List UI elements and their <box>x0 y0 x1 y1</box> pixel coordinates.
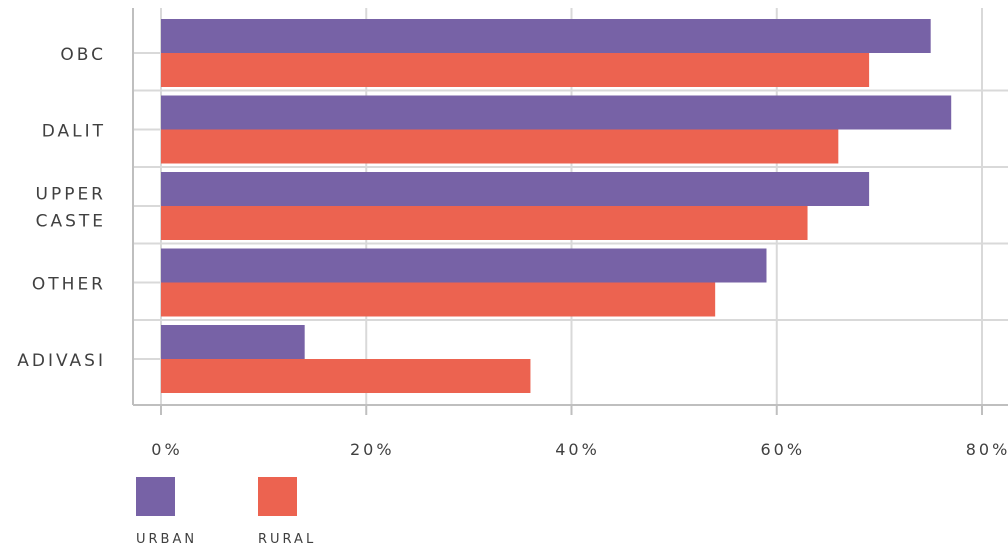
bars <box>161 19 952 393</box>
bar-rural <box>161 282 716 317</box>
category-label: UPPER CASTE <box>36 185 107 232</box>
x-tick-label: 20% <box>350 440 395 459</box>
category-label: DALIT <box>42 122 106 142</box>
bar-rural <box>161 53 870 87</box>
legend-swatch-rural <box>258 477 297 516</box>
legend: URBAN RURAL <box>136 477 316 547</box>
bar-urban <box>161 95 952 130</box>
category-label: ADIVASI <box>17 351 106 371</box>
bar-rural <box>161 206 808 240</box>
legend-label-urban: URBAN <box>136 532 197 547</box>
x-tick-label: 60% <box>760 440 805 459</box>
bar-rural <box>161 129 839 164</box>
x-tick-label: 40% <box>555 440 600 459</box>
axes <box>132 8 1008 415</box>
bar-urban <box>161 172 870 206</box>
x-tick-labels: 0% 20% 40% 60% 80% <box>151 440 1008 459</box>
category-labels: OBC DALIT UPPER CASTE OTHER ADIVASI <box>17 45 107 371</box>
bar-urban <box>161 19 931 53</box>
bar-urban <box>161 248 767 283</box>
bar-rural <box>161 359 531 393</box>
category-label: OTHER <box>32 275 106 295</box>
x-tick-label: 80% <box>966 440 1008 459</box>
bar-urban <box>161 325 305 359</box>
x-tick-label: 0% <box>151 440 182 459</box>
category-label: OBC <box>60 45 106 65</box>
legend-swatch-urban <box>136 477 175 516</box>
legend-label-rural: RURAL <box>258 532 316 547</box>
